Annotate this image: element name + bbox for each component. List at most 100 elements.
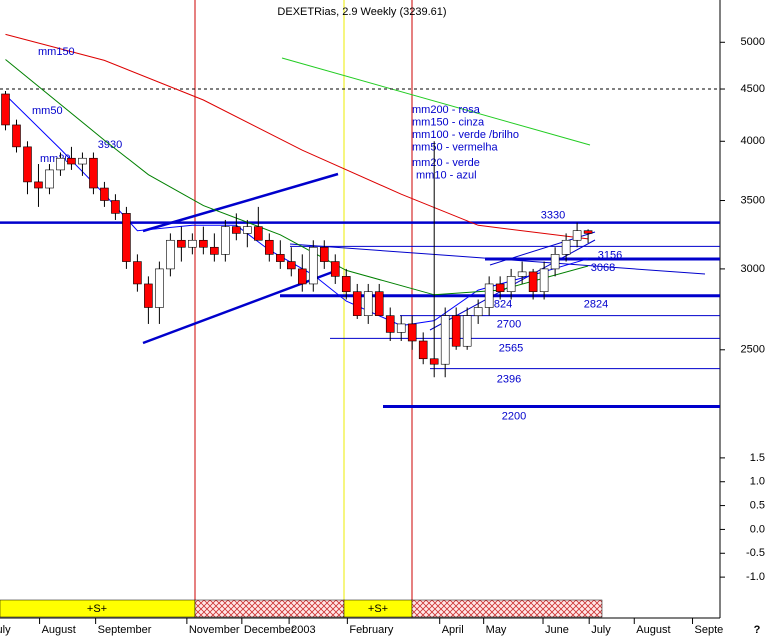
x-tick-label: Septe: [695, 624, 724, 636]
x-tick-label: November: [189, 624, 240, 636]
y-tick-label: 4000: [741, 135, 765, 147]
candle-body: [144, 283, 153, 308]
candle-body: [484, 283, 494, 308]
candle-body: [572, 230, 582, 241]
candle-body: [67, 157, 76, 165]
x-tick-label: June: [545, 624, 569, 636]
candle-body: [34, 181, 43, 189]
level-label: 2824: [488, 299, 512, 311]
y-tick-label: 3500: [741, 194, 765, 206]
candle-body: [418, 340, 428, 360]
candle-body: [374, 291, 384, 316]
x-tick-label: August: [636, 624, 670, 636]
candle-body: [495, 283, 505, 292]
x-tick-label: July: [0, 624, 11, 636]
candle-body: [286, 261, 296, 270]
candle-body: [385, 315, 395, 333]
y-tick-label: 2500: [741, 344, 765, 356]
x-tick-label: April: [442, 624, 464, 636]
level-label: 2200: [502, 410, 526, 422]
x-tick-label: July: [591, 624, 611, 636]
candle-body: [122, 213, 131, 262]
candle-body: [440, 315, 450, 365]
level-label: 2700: [497, 319, 521, 331]
candle-body: [210, 246, 219, 255]
candle-body: [517, 271, 527, 277]
x-tick-label: September: [98, 624, 152, 636]
candle-body: [265, 239, 274, 255]
candle-body: [330, 261, 340, 277]
y2-tick-label: 1.0: [750, 476, 765, 488]
candle-body: [297, 268, 307, 285]
candle-body: [45, 169, 54, 189]
candle-body: [363, 291, 373, 316]
candle-body: [550, 254, 560, 270]
hatched-zone: [411, 599, 603, 618]
legend-note: mm200 - rosa: [412, 104, 481, 116]
chart-title: DEXETRias, 2.9 Weekly (3239.61): [277, 6, 446, 18]
candle-body: [111, 200, 120, 214]
level-label: 3068: [591, 262, 615, 274]
y2-tick-label: -1.0: [746, 571, 765, 583]
legend-note: mm20 - verde: [412, 157, 480, 169]
legend-note: mm150 - cinza: [412, 116, 485, 128]
candle-body: [23, 146, 32, 183]
candle-body: [473, 307, 483, 316]
candle-body: [254, 226, 263, 241]
y2-tick-label: 1.5: [750, 452, 765, 464]
candle-body: [396, 323, 406, 333]
moving-average: [5, 59, 589, 296]
candle-body: [221, 226, 230, 255]
candle-body: [188, 239, 197, 248]
candle-body: [199, 239, 208, 248]
candle-body: [78, 157, 87, 165]
corner-mark: ?: [754, 624, 761, 636]
candle-body: [407, 323, 417, 342]
x-tick-label: 2003: [291, 624, 315, 636]
x-tick-label: December: [244, 624, 295, 636]
y2-tick-label: 0.5: [750, 499, 765, 511]
candle-body: [583, 230, 593, 234]
candle-body: [352, 291, 362, 316]
candle-body: [308, 246, 318, 285]
candle-body: [133, 261, 142, 285]
candle-body: [561, 239, 571, 255]
candle-body: [89, 157, 98, 189]
candle-body: [1, 93, 10, 126]
candle-body: [56, 157, 65, 171]
y-tick-label: 4500: [741, 83, 765, 95]
signal-label: +S+: [87, 603, 107, 615]
level-label: 2824: [584, 299, 608, 311]
candle-body: [341, 276, 351, 292]
candle-body: [243, 226, 252, 234]
signal-label: +S+: [368, 603, 388, 615]
candle-body: [462, 315, 472, 347]
legend-note: mm10 - azul: [416, 169, 477, 181]
x-tick-label: August: [42, 624, 76, 636]
candle-body: [100, 187, 109, 201]
series-label: mm20: [40, 153, 71, 165]
x-tick-label: May: [486, 624, 507, 636]
candle-body: [528, 271, 538, 292]
y-tick-label: 3000: [741, 263, 765, 275]
candle-body: [319, 246, 329, 262]
level-label: 3330: [541, 210, 565, 222]
level-label: 2396: [497, 374, 521, 386]
candle-body: [276, 254, 285, 262]
candle-body: [429, 358, 439, 365]
candle-body: [506, 276, 516, 292]
y2-tick-label: 0.0: [750, 523, 765, 535]
candle-body: [155, 268, 164, 308]
hatched-zone: [194, 599, 345, 618]
candle-body: [166, 239, 175, 270]
moving-average: [5, 33, 589, 240]
trendline: [281, 57, 591, 146]
series-label: mm50: [32, 105, 63, 117]
candle-body: [232, 226, 241, 234]
level-label: 2565: [499, 342, 523, 354]
legend-note: mm100 - verde /brilho: [412, 129, 519, 141]
candle-body: [12, 124, 21, 148]
series-label: mm150: [38, 46, 75, 58]
